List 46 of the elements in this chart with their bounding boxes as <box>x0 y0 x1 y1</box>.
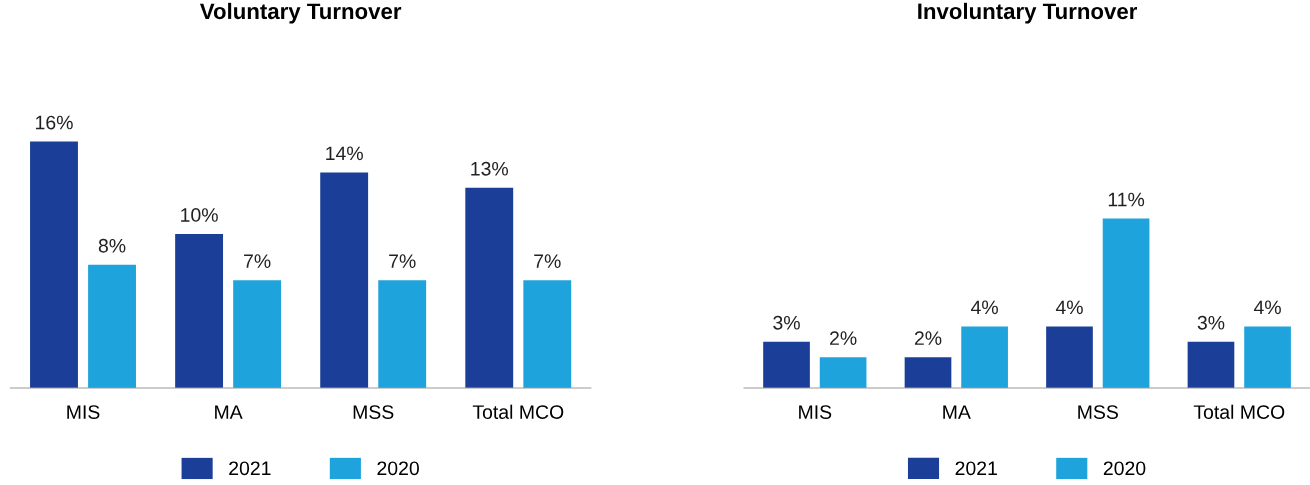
bar <box>30 141 78 388</box>
data-label: 2% <box>914 331 942 345</box>
chart-title: Voluntary Turnover <box>199 2 402 24</box>
x-tick-label: Total MCO <box>472 404 564 419</box>
legend-label: 2021 <box>229 461 271 476</box>
x-tick-label: MA <box>215 405 243 419</box>
data-label: 14% <box>326 146 363 161</box>
bar <box>175 234 224 388</box>
bar <box>233 280 282 388</box>
data-label: 11% <box>1108 192 1145 207</box>
bar <box>523 280 572 388</box>
x-tick-label: MIS <box>67 405 100 419</box>
x-tick-label: MSS <box>1078 405 1118 419</box>
bar <box>378 280 427 388</box>
bar <box>1102 218 1150 388</box>
data-label: 8% <box>98 238 126 253</box>
data-label: 3% <box>1197 315 1225 330</box>
bar <box>763 341 810 388</box>
data-label: 7% <box>389 254 416 268</box>
bar <box>961 326 1008 388</box>
legend-label: 2020 <box>377 461 419 476</box>
data-label: 7% <box>244 254 271 268</box>
data-label: 2% <box>830 331 857 345</box>
x-tick-label: Total MCO <box>1193 404 1285 419</box>
bar <box>88 264 136 388</box>
data-label: 16% <box>36 115 73 130</box>
chart-title: Involuntary Turnover <box>918 2 1138 24</box>
data-label: 13% <box>471 161 509 176</box>
bar <box>819 357 867 388</box>
x-tick-label: MA <box>943 405 971 419</box>
legend-label: 2021 <box>955 461 997 476</box>
bar <box>904 357 952 388</box>
data-label: 7% <box>534 254 561 268</box>
x-tick-label: MIS <box>799 405 832 419</box>
bar <box>1187 341 1235 388</box>
x-tick-label: MSS <box>353 405 394 419</box>
data-label: 4% <box>1253 300 1281 315</box>
bar <box>1244 326 1291 388</box>
bar <box>465 187 514 388</box>
bar <box>1046 326 1093 388</box>
legend-label: 2020 <box>1103 461 1146 476</box>
data-label: 10% <box>181 208 218 222</box>
data-label: 4% <box>1055 300 1083 315</box>
bar <box>320 172 369 388</box>
data-label: 3% <box>773 315 800 330</box>
data-label: 4% <box>970 300 998 315</box>
